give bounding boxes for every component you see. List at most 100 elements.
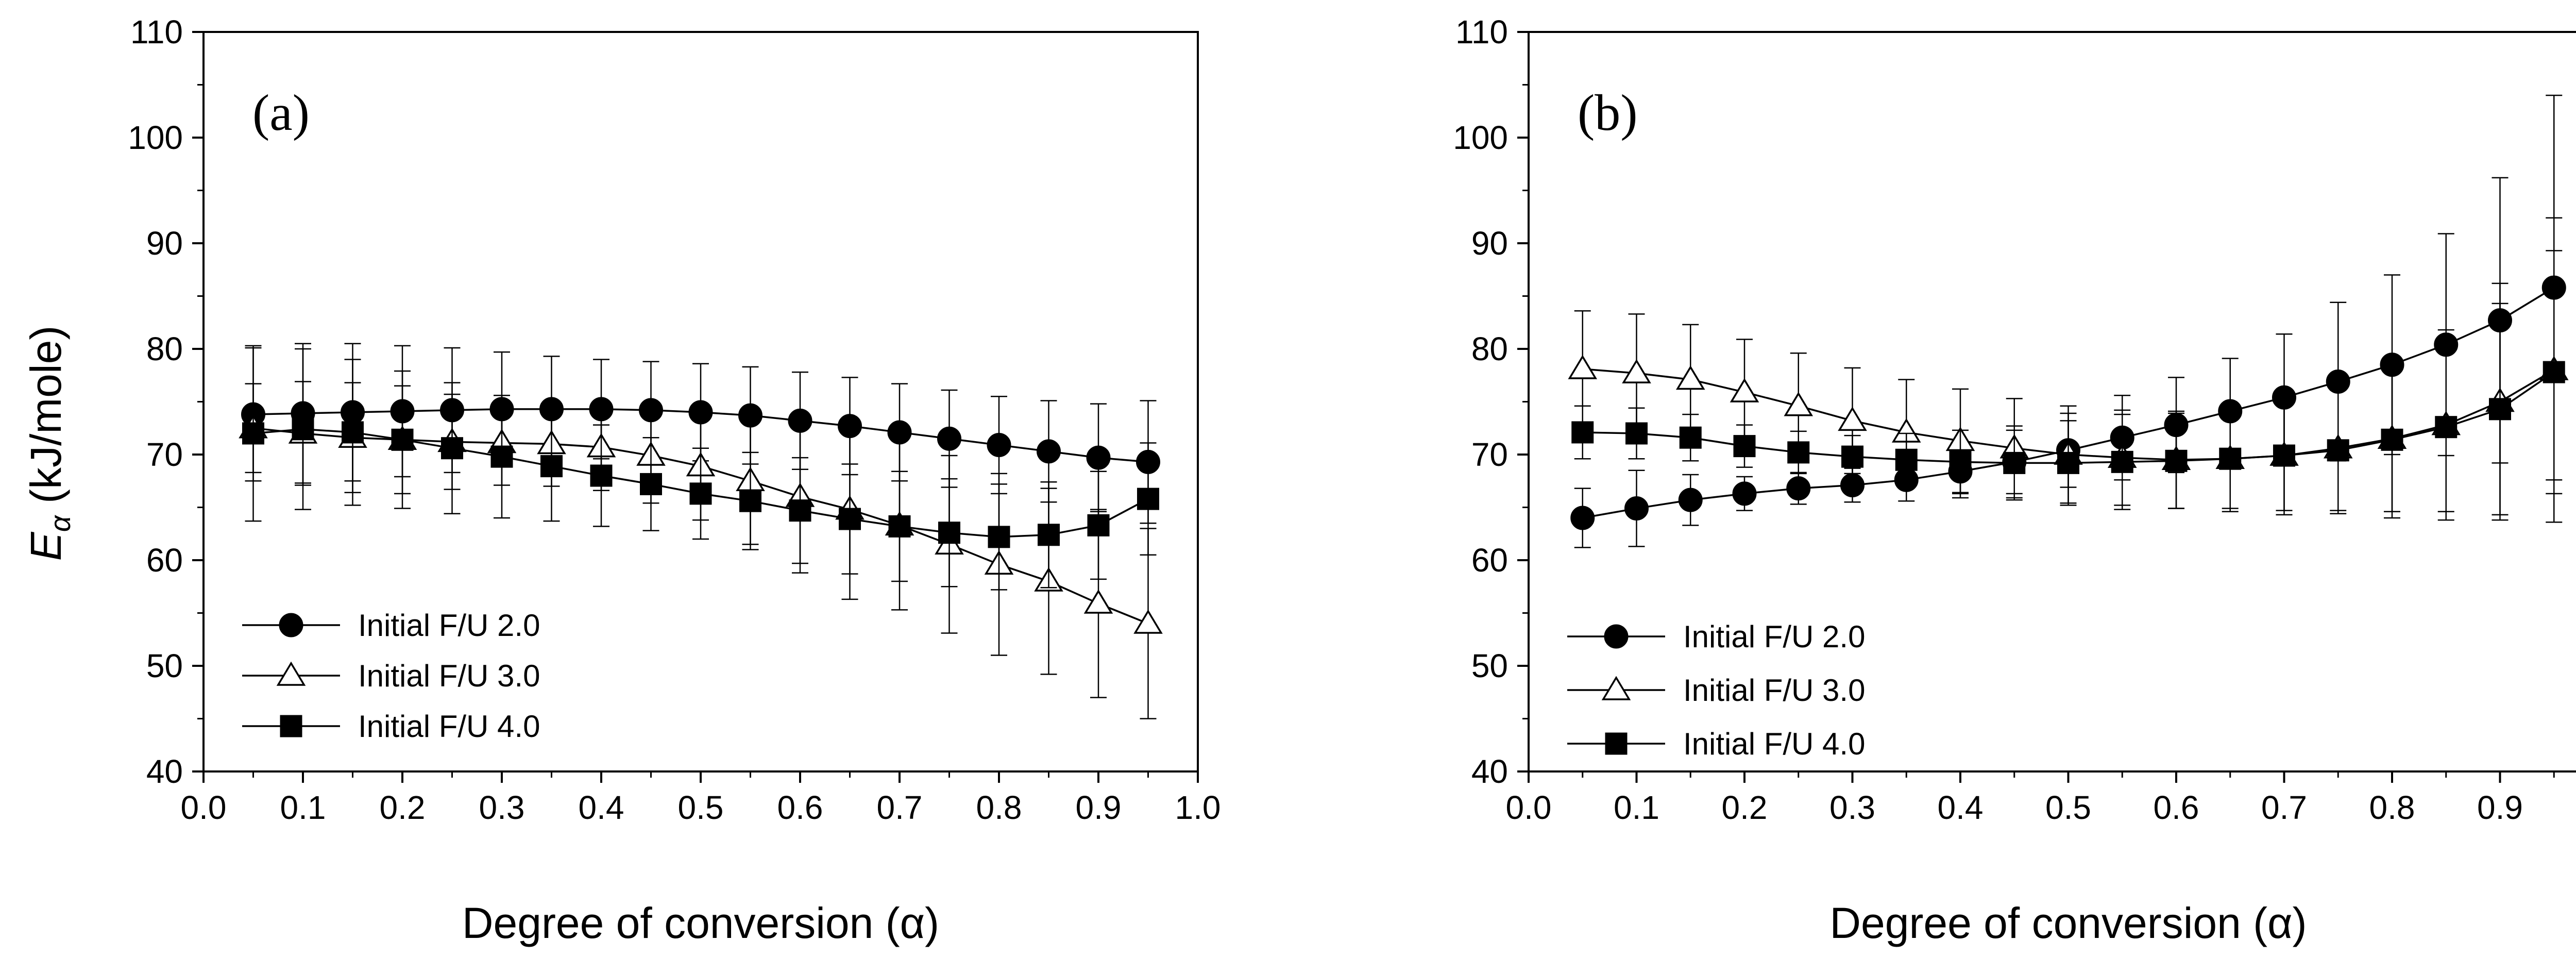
chart-panel-b: 0.00.10.20.30.40.50.60.70.80.91.04050607… [1453,13,2576,947]
data-point-b-2 [1568,355,1598,379]
data-point-b-2 [1730,378,1759,402]
y-axis-title-subscript: α [44,514,76,532]
data-point-a-3 [1038,524,1060,546]
data-point-b-3 [1625,422,1648,445]
legend-label-a: Initial F/U 3.0 [358,659,540,693]
data-point-a-3 [292,418,314,441]
panel-label-a: (a) [252,84,310,141]
legend-marker-a [279,613,303,637]
data-point-a-3 [938,522,960,544]
data-point-b-3 [2165,449,2188,472]
data-point-a-3 [839,508,861,530]
x-tick-label-a: 0.2 [380,789,426,826]
data-point-a-3 [490,445,513,468]
legend-marker-b [1605,732,1628,755]
data-point-b-1 [1732,481,1757,506]
data-point-b-1 [1678,488,1703,512]
data-point-b-1 [1570,506,1595,530]
x-tick-label-b: 0.4 [1938,789,1984,826]
x-tick-label-b: 0.0 [1506,789,1552,826]
x-tick-label-a: 0.1 [280,789,326,826]
y-tick-label-a: 50 [146,647,183,684]
y-tick-label-a: 80 [146,330,183,367]
y-tick-label-a: 70 [146,436,183,473]
y-axis-title-unit: (kJ/mole) [22,326,70,516]
y-tick-label-b: 70 [1471,436,1508,473]
series-a-3 [242,345,1159,591]
data-point-b-3 [2435,416,2458,439]
x-axis-title-a: Degree of conversion (α) [462,899,939,947]
y-tick-label-a: 100 [128,119,183,156]
data-point-b-1 [1786,476,1811,501]
data-point-a-2 [1133,609,1163,634]
x-tick-label-b: 0.9 [2477,789,2523,826]
data-point-b-2 [1784,392,1814,416]
y-tick-label-b: 90 [1471,225,1508,262]
data-point-b-3 [2003,451,2026,474]
data-point-a-1 [1037,439,1061,464]
y-axis-title-symbol: E [22,531,70,561]
data-point-a-1 [987,433,1011,458]
x-tick-label-b: 0.3 [1829,789,1875,826]
data-point-a-3 [1087,514,1110,536]
data-point-a-3 [988,526,1010,548]
data-point-a-3 [888,515,911,538]
data-point-a-3 [789,499,811,522]
x-tick-label-a: 0.5 [678,789,724,826]
series-b-3 [1571,250,2565,516]
data-point-b-3 [2111,450,2133,473]
x-tick-label-b: 0.7 [2261,789,2307,826]
legend-a: Initial F/U 2.0 Initial F/U 3.0 Initial F/… [242,608,540,744]
y-axis-title: Eα (kJ/mole) [22,326,76,561]
y-tick-label-b: 60 [1471,542,1508,579]
legend-marker-a [280,715,302,737]
x-tick-label-b: 0.2 [1722,789,1768,826]
data-point-b-1 [1624,496,1649,521]
data-point-a-2 [1083,589,1113,614]
data-point-a-3 [391,428,414,451]
data-point-b-2 [1675,365,1705,390]
x-tick-label-a: 0.3 [479,789,525,826]
legend-marker-b [1604,624,1629,649]
y-tick-label-b: 100 [1453,119,1508,156]
data-point-a-1 [937,426,961,451]
legend-label-a: Initial F/U 2.0 [358,608,540,643]
y-tick-label-a: 90 [146,225,183,262]
data-point-a-3 [540,455,563,478]
chart-panel-a: 0.0 0.1 0.2 0.3 0.4 0.5 0.6 0.7 0.8 0.9 1.0 40 50 60 7… [128,13,1221,947]
x-tick-label-a: 0.8 [976,789,1022,826]
legend-b: Initial F/U 2.0 Initial F/U 3.0 Initial F/… [1567,619,1865,761]
data-point-b-3 [2381,428,2403,451]
data-point-b-2 [1622,359,1651,383]
y-tick-label-b: 80 [1471,330,1508,367]
y-tick-label-a: 110 [130,13,183,51]
x-tick-label-b: 0.8 [2369,789,2415,826]
data-point-a-3 [590,464,613,487]
data-point-a-3 [441,437,463,460]
y-tick-label-a: 40 [146,753,183,790]
x-tick-label-a: 0.9 [1076,789,1122,826]
data-point-b-2 [1838,406,1867,431]
y-tick-label-b: 40 [1471,753,1508,790]
legend-marker-b [1601,676,1631,700]
x-tick-label-a: 0.7 [877,789,923,826]
data-point-b-3 [1679,426,1702,449]
legend-label-b: Initial F/U 4.0 [1683,727,1865,761]
data-point-b-3 [2273,444,2295,467]
y-tick-label-a: 60 [146,542,183,579]
legend-label-b: Initial F/U 2.0 [1683,619,1865,654]
panel-label-b: (b) [1578,84,1638,141]
data-point-a-3 [242,422,264,445]
data-point-b-3 [2219,447,2242,470]
x-tick-label-b: 0.6 [2154,789,2199,826]
data-point-b-3 [1571,421,1594,444]
data-point-b-3 [2327,439,2349,462]
legend-label-a: Initial F/U 4.0 [358,709,540,744]
x-tick-label-b: 0.5 [2045,789,2091,826]
legend-label-b: Initial F/U 3.0 [1683,673,1865,708]
data-point-a-3 [342,421,364,444]
x-tick-label-a: 1.0 [1175,789,1221,826]
data-point-a-3 [689,482,712,505]
data-point-b-3 [1733,435,1756,458]
